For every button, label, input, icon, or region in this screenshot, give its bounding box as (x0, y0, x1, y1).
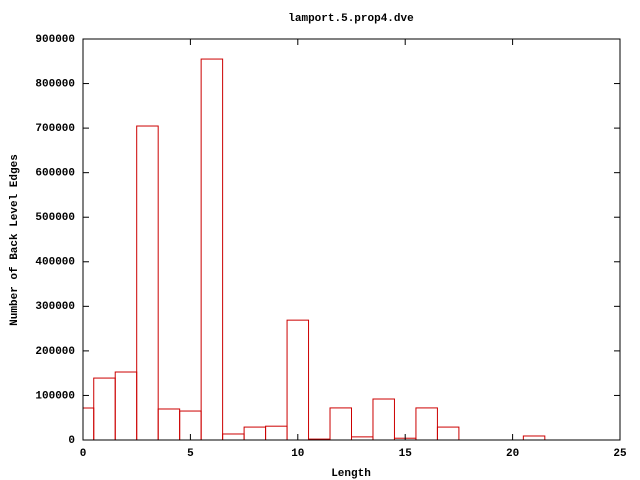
x-tick-label: 25 (613, 448, 627, 460)
plot-area (83, 58, 546, 440)
bar (372, 398, 395, 440)
y-tick-label: 700000 (35, 123, 75, 135)
y-tick-label: 100000 (35, 390, 75, 402)
y-tick-label: 0 (68, 435, 75, 447)
y-tick-label: 200000 (35, 346, 75, 358)
bar (114, 371, 138, 440)
bar (436, 426, 460, 440)
bar (522, 435, 546, 440)
x-axis-label: Length (331, 468, 371, 480)
y-axis-label: Number of Back Level Edges (9, 154, 21, 326)
chart-title: lamport.5.prop4.dve (288, 13, 414, 25)
x-tick-label: 0 (80, 448, 87, 460)
y-tick-label: 900000 (35, 34, 75, 46)
bar (415, 407, 438, 440)
x-tick-label: 10 (291, 448, 304, 460)
x-tick-label: 5 (187, 448, 194, 460)
bar (157, 408, 181, 440)
y-tick-label: 400000 (35, 257, 75, 269)
x-tick-label: 20 (506, 448, 519, 460)
bar (136, 125, 159, 440)
x-tick-label: 15 (399, 448, 413, 460)
bar (200, 58, 224, 440)
bar (222, 433, 245, 440)
y-tick-label: 300000 (35, 301, 75, 313)
bar (265, 425, 288, 440)
bar (243, 426, 267, 440)
y-tick-label: 500000 (35, 212, 75, 224)
bar (286, 319, 310, 440)
plot-frame (82, 38, 621, 441)
bar (329, 407, 352, 440)
y-tick-label: 600000 (35, 168, 75, 180)
y-tick-label: 800000 (35, 78, 75, 90)
bar (93, 377, 116, 440)
